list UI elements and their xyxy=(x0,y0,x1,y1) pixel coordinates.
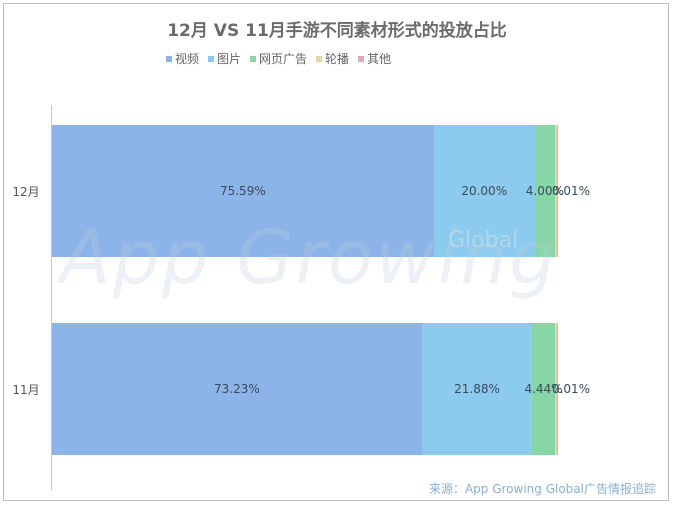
data-label: 4.44% xyxy=(524,382,563,396)
bar-nov[interactable]: 73.23% 21.88% 4.44% 0.01% xyxy=(52,323,590,455)
legend-swatch-icon xyxy=(316,55,323,62)
chart-title: 12月 VS 11月手游不同素材形式的投放占比 xyxy=(167,21,507,41)
legend-label: 网页广告 xyxy=(259,52,308,66)
legend-swatch-icon xyxy=(208,55,215,62)
legend-item-web-ad[interactable]: 网页广告 xyxy=(250,50,307,67)
legend-swatch-icon xyxy=(358,55,365,62)
segment-image[interactable] xyxy=(421,323,533,455)
legend-item-image[interactable]: 图片 xyxy=(208,50,241,67)
data-label: 20.00% xyxy=(461,184,508,198)
category-label-dec: 12月 xyxy=(12,185,40,199)
data-label: 0.01% xyxy=(551,184,591,198)
segment-video[interactable] xyxy=(52,323,422,455)
category-label-nov: 11月 xyxy=(12,383,40,397)
segment-web-ad[interactable] xyxy=(532,323,555,455)
segment-web-ad[interactable] xyxy=(534,125,555,257)
segment-carousel[interactable] xyxy=(554,125,557,257)
legend-item-carousel[interactable]: 轮播 xyxy=(316,50,349,67)
data-label: 0.01% xyxy=(551,382,591,396)
legend-swatch-icon xyxy=(166,55,172,62)
legend: 视频 图片 网页广告 轮播 其他 xyxy=(166,50,391,67)
legend-swatch-icon xyxy=(250,55,257,62)
segment-other[interactable] xyxy=(556,125,558,257)
data-label: 73.23% xyxy=(214,382,260,396)
legend-label: 轮播 xyxy=(325,52,350,66)
y-axis-line xyxy=(51,105,52,490)
legend-label: 图片 xyxy=(217,52,242,66)
segment-other[interactable] xyxy=(556,323,558,455)
bar-dec[interactable]: 75.59% 20.00% 4.00% 0.01% xyxy=(52,125,590,257)
chart-frame xyxy=(3,3,669,501)
segment-video[interactable] xyxy=(52,125,434,257)
source-note: 来源：App Growing Global广告情报追踪 xyxy=(428,482,656,496)
legend-item-video[interactable]: 视频 xyxy=(166,50,199,67)
legend-item-other[interactable]: 其他 xyxy=(358,50,391,67)
segment-image[interactable] xyxy=(433,125,535,257)
data-label: 21.88% xyxy=(454,382,500,396)
legend-label: 其他 xyxy=(367,52,392,66)
segment-carousel[interactable] xyxy=(554,323,557,455)
data-label: 75.59% xyxy=(219,184,266,198)
legend-label: 视频 xyxy=(175,52,200,66)
data-label: 4.00% xyxy=(525,184,564,198)
